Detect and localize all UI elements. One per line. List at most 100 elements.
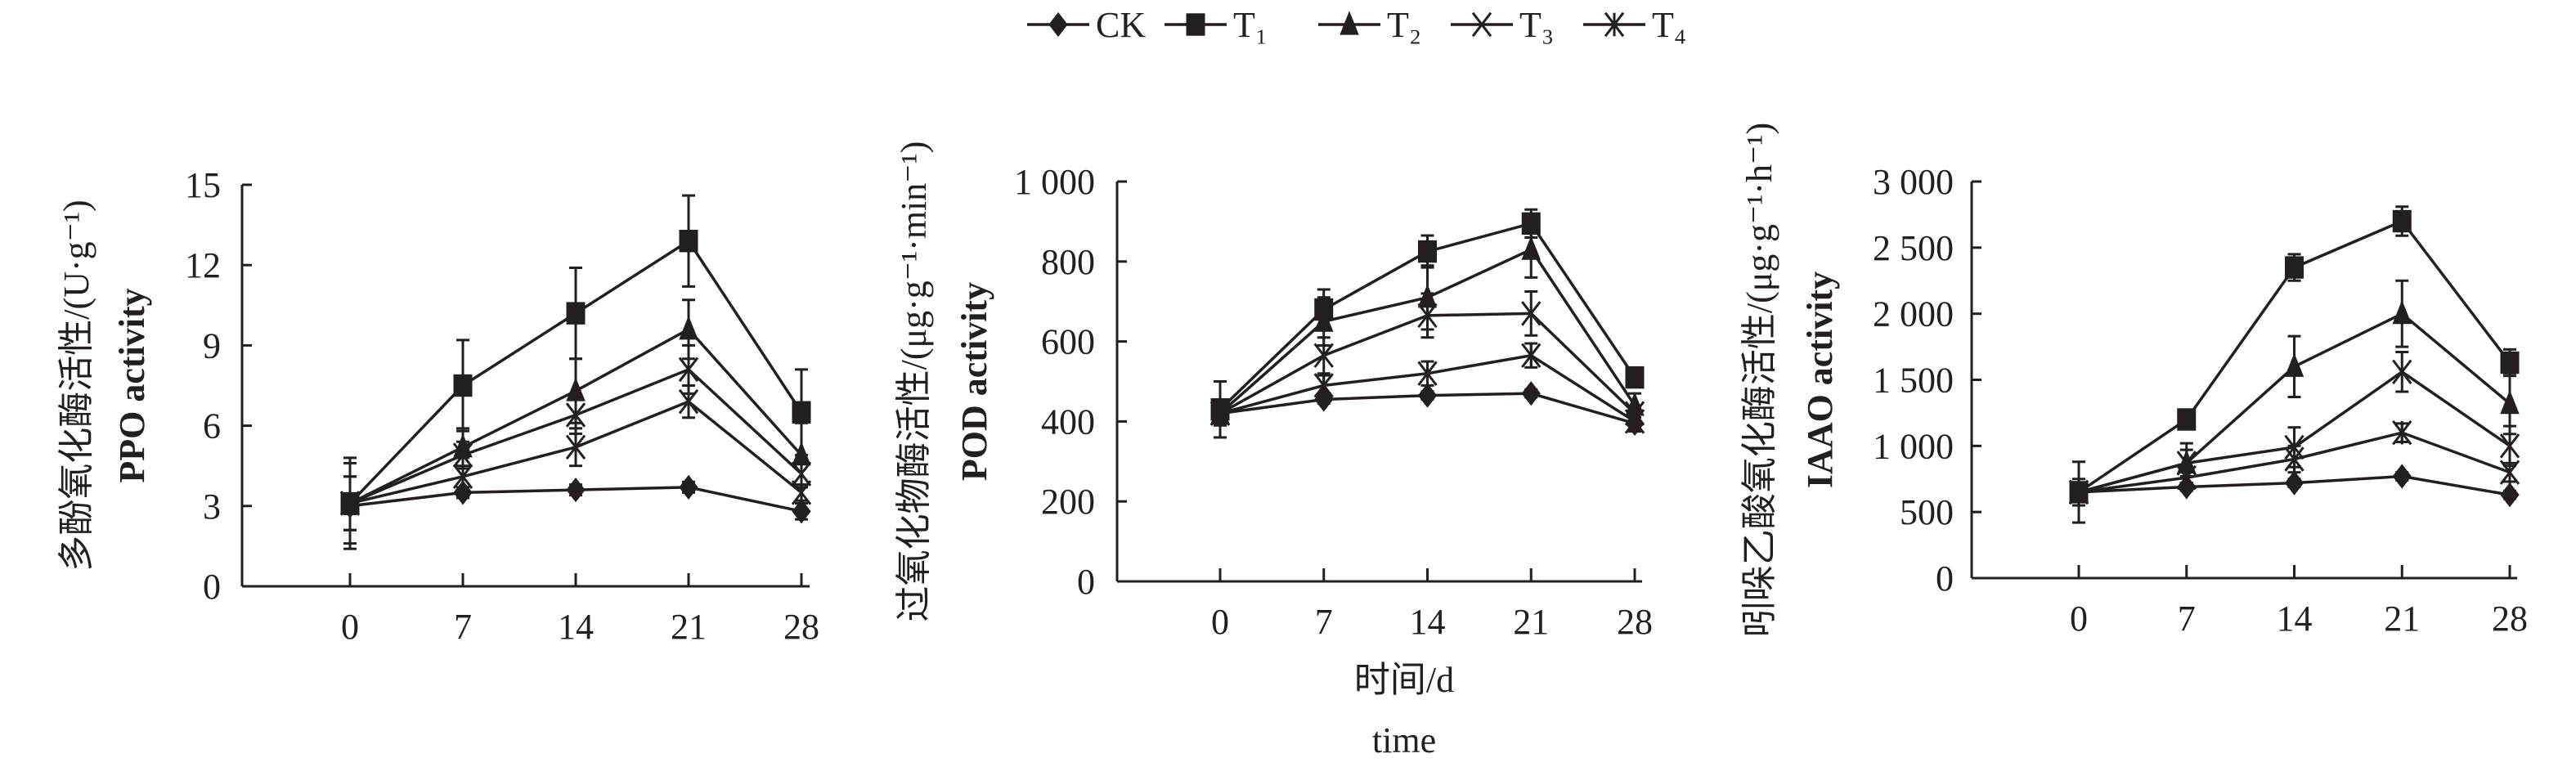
x-tick-label: 0 xyxy=(341,607,359,647)
y-tick-label: 2 000 xyxy=(1873,294,1954,334)
data-point-square-marker xyxy=(679,230,698,253)
data-point-asterisk-marker xyxy=(1624,409,1645,434)
data-point-square-marker xyxy=(566,302,586,325)
marker-stroke xyxy=(1471,11,1492,38)
data-point-asterisk-marker xyxy=(2176,464,2197,491)
y-tick-label: 1 500 xyxy=(1873,361,1954,401)
marker-stroke xyxy=(678,357,699,383)
data-point-triangle-marker xyxy=(2284,352,2304,377)
marker-stroke xyxy=(452,442,473,468)
data-point-asterisk-marker xyxy=(2284,446,2304,472)
x-tick-label: 21 xyxy=(2384,599,2420,639)
data-point-x-marker xyxy=(1521,301,1542,326)
data-point-triangle-marker xyxy=(1521,235,1541,260)
y-tick-label: 400 xyxy=(1041,401,1095,442)
y-axis-label-cn: 多酚氧化酶活性/(U·g⁻¹) xyxy=(56,200,96,571)
data-point-x-marker xyxy=(2392,359,2412,385)
data-point-square-marker xyxy=(453,374,473,397)
data-point-triangle-marker xyxy=(2500,389,2520,415)
x-tick-label: 7 xyxy=(2178,599,2196,639)
series-0 xyxy=(340,474,811,524)
data-point-diamond-marker xyxy=(2500,482,2520,508)
marker-stroke xyxy=(565,402,586,428)
x-tick-label: 28 xyxy=(1617,602,1653,642)
data-point-asterisk-marker xyxy=(1209,401,1231,426)
data-point-asterisk-marker xyxy=(2392,419,2412,446)
data-point-diamond-marker xyxy=(1521,381,1541,406)
y-axis-label-en: POD activity xyxy=(954,282,994,481)
data-point-asterisk-marker xyxy=(791,480,812,505)
data-point-square-marker xyxy=(1418,240,1437,263)
data-point-x-marker xyxy=(791,461,812,487)
series-1 xyxy=(2069,205,2520,504)
data-point-x-marker xyxy=(678,357,699,383)
x-tick-label: 7 xyxy=(1315,602,1333,642)
legend-item-0: CK xyxy=(1027,5,1146,45)
data-point-asterisk-marker xyxy=(2068,479,2089,505)
x-tick-label: 28 xyxy=(783,607,819,647)
legend-square-marker xyxy=(1186,13,1205,36)
legend-asterisk-marker xyxy=(1604,11,1625,38)
data-point-x-marker xyxy=(1417,303,1438,329)
data-point-diamond-marker xyxy=(792,499,811,524)
y-tick-label: 12 xyxy=(185,245,221,285)
data-point-asterisk-marker xyxy=(1313,373,1334,398)
legend-label: T₃ xyxy=(1519,5,1554,45)
y-tick-label: 600 xyxy=(1041,322,1095,362)
y-tick-label: 800 xyxy=(1041,242,1095,282)
marker-stroke xyxy=(2499,433,2520,459)
y-tick-label: 0 xyxy=(1077,562,1095,602)
legend-item-4: T₄ xyxy=(1583,5,1686,45)
legend-triangle-marker xyxy=(1340,11,1359,35)
x-tick-label: 14 xyxy=(2277,599,2313,639)
series-4 xyxy=(339,384,812,545)
legend-item-2: T₂ xyxy=(1318,5,1421,45)
y-tick-label: 2 500 xyxy=(1873,228,1954,268)
marker-stroke xyxy=(1417,303,1438,329)
y-axis-label-en: PPO activity xyxy=(112,288,152,482)
legend-item-1: T₁ xyxy=(1165,5,1268,45)
series-4 xyxy=(2068,419,2520,507)
marker-stroke xyxy=(1313,343,1334,368)
data-point-x-marker xyxy=(2499,433,2520,459)
legend-label: T₁ xyxy=(1233,5,1268,45)
ppo-chart: 多酚氧化酶活性/(U·g⁻¹) PPO activity 0 3 6 9 12 15 0 7 14 2… xyxy=(56,165,819,647)
x-tick-label: 0 xyxy=(2070,599,2088,639)
data-point-square-marker xyxy=(792,401,811,424)
y-axis-label-en: IAAO activity xyxy=(1800,271,1840,488)
data-point-diamond-marker xyxy=(1417,383,1438,408)
x-axis-label-cn: 时间/d xyxy=(1354,660,1454,700)
data-point-square-marker xyxy=(2392,209,2412,233)
x-tick-label: 21 xyxy=(1513,602,1549,642)
data-point-diamond-marker xyxy=(2284,470,2304,496)
data-point-x-marker xyxy=(1313,343,1334,368)
data-point-x-marker xyxy=(452,442,473,468)
x-tick-label: 7 xyxy=(454,607,472,647)
iaao-chart: 吲哚乙酸氧化酶活性/(μg·g⁻¹·h⁻¹) IAAO activity 0 500 1… xyxy=(1739,123,2528,639)
marker-stroke xyxy=(1521,301,1542,326)
y-axis-label-cn: 过氧化物酶活性/(μg·g⁻¹·min⁻¹) xyxy=(894,141,934,622)
y-tick-label: 1 000 xyxy=(1014,162,1095,202)
data-point-square-marker xyxy=(1625,366,1645,389)
x-tick-label: 21 xyxy=(671,607,707,647)
legend-label: T₄ xyxy=(1652,5,1686,45)
data-point-asterisk-marker xyxy=(452,464,473,490)
marker-stroke xyxy=(2392,359,2412,385)
legend-label: CK xyxy=(1096,5,1146,45)
data-point-square-marker xyxy=(2177,408,2197,431)
data-point-triangle-marker xyxy=(1314,307,1334,332)
series-4 xyxy=(1209,342,1645,434)
x-axis-label-en: time xyxy=(1372,720,1436,760)
legend-diamond-marker xyxy=(1048,11,1068,38)
y-tick-label: 3 000 xyxy=(1873,162,1954,202)
x-tick-label: 0 xyxy=(1211,602,1229,642)
data-point-triangle-marker xyxy=(679,316,698,340)
y-tick-label: 0 xyxy=(203,567,221,607)
data-point-asterisk-marker xyxy=(678,388,699,415)
marker-stroke xyxy=(791,461,812,487)
legend-item-3: T₃ xyxy=(1451,5,1554,45)
y-tick-label: 500 xyxy=(1900,492,1954,532)
x-tick-label: 14 xyxy=(558,607,594,647)
data-point-asterisk-marker xyxy=(1521,343,1542,368)
